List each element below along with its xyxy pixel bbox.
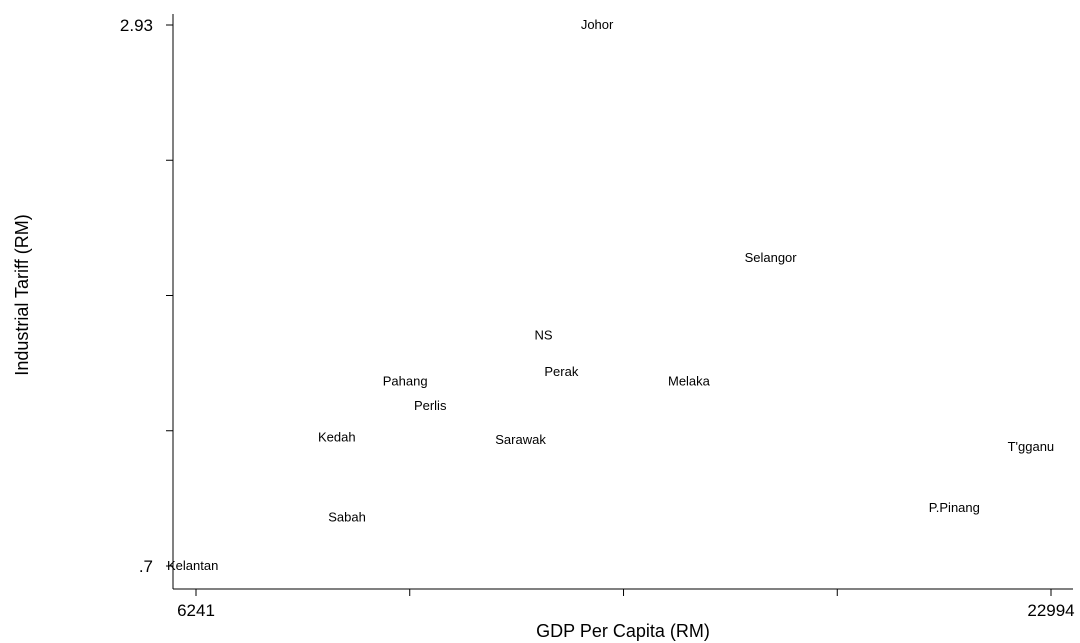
- point-label: Melaka: [668, 374, 711, 389]
- point-label: Kelantan: [167, 558, 218, 573]
- point-label: P.Pinang: [929, 500, 980, 515]
- point-label: Sabah: [328, 509, 366, 524]
- point-label: Sarawak: [495, 432, 546, 447]
- point-label: Perak: [544, 364, 578, 379]
- x-axis-ticks: 6241 22994: [177, 589, 1075, 620]
- y-tick-label: 2.93: [120, 16, 153, 35]
- point-label: Selangor: [745, 250, 798, 265]
- point-label: Pahang: [383, 374, 428, 389]
- point-label: Kedah: [318, 429, 356, 444]
- y-axis-ticks: .7 2.93: [120, 16, 173, 576]
- axes: [172, 14, 1073, 590]
- point-label: T'gganu: [1008, 439, 1055, 454]
- data-labels: Johor Selangor NS Perak Melaka Pahang Perlis Ke…: [167, 17, 1054, 573]
- y-tick-label: .7: [139, 557, 153, 576]
- point-label: Perlis: [414, 398, 447, 413]
- x-axis-title: GDP Per Capita (RM): [536, 621, 710, 641]
- x-tick-label: 22994: [1027, 601, 1074, 620]
- point-label: Johor: [581, 17, 614, 32]
- y-axis-title: Industrial Tariff (RM): [12, 214, 32, 375]
- x-tick-label: 6241: [177, 601, 215, 620]
- point-label: NS: [534, 328, 552, 343]
